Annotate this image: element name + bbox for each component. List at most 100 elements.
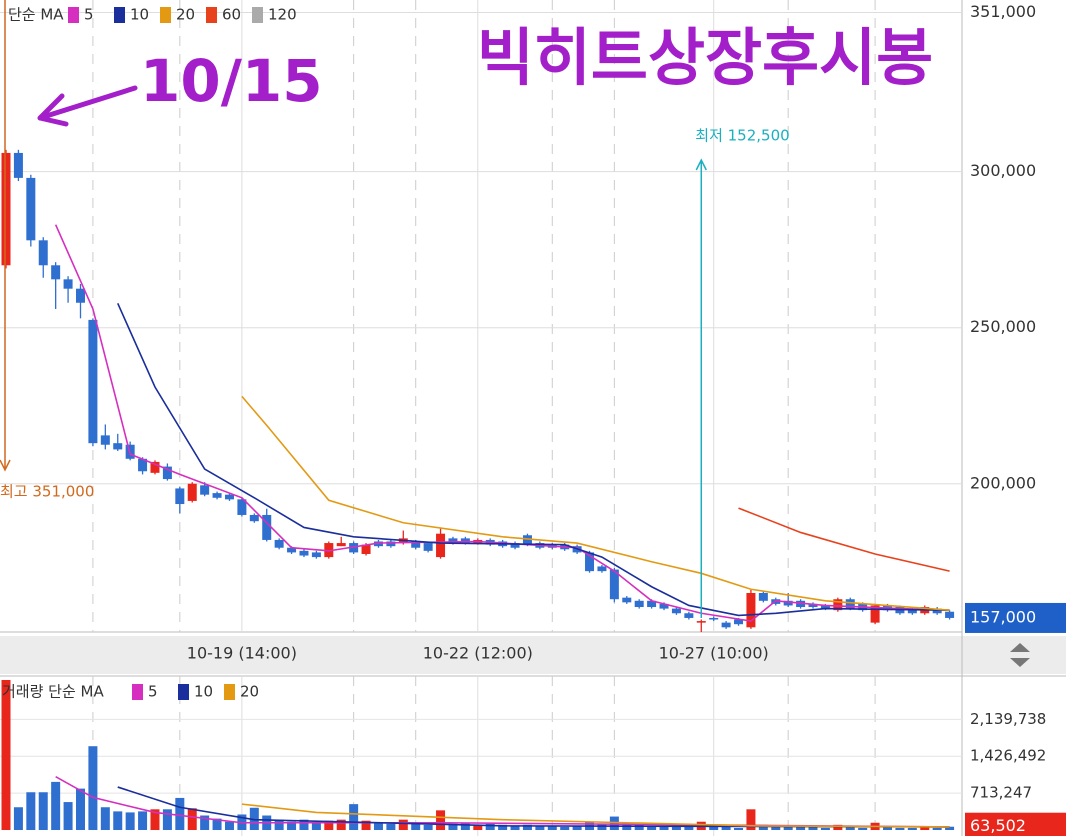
low-label: 최저 152,500: [695, 127, 789, 145]
candle-body: [299, 550, 309, 556]
candle-body: [783, 600, 793, 606]
volume-bar: [150, 809, 160, 830]
volume-bar: [460, 822, 470, 830]
candle-body: [411, 541, 421, 548]
candle-body: [945, 611, 955, 618]
volume-bar: [26, 792, 36, 830]
candle-body: [808, 603, 818, 608]
volume-bar: [858, 827, 868, 830]
ma-line: [117, 303, 950, 617]
candle-body: [671, 608, 681, 614]
volume-bar: [746, 809, 756, 830]
volume-bar: [771, 825, 781, 830]
y-tick-label: 250,000: [970, 317, 1036, 336]
legend-swatch: [252, 7, 263, 23]
volume-bar: [572, 825, 582, 830]
volume-bar: [1, 680, 11, 830]
high-arrow: [0, 0, 11, 472]
candle-body: [26, 177, 36, 241]
legend-swatch: [132, 684, 143, 700]
volume-bar: [883, 826, 893, 830]
volume-bar: [224, 821, 234, 830]
volume-bar: [622, 824, 632, 830]
legend-entry: 20: [176, 6, 195, 24]
resize-down[interactable]: [1010, 658, 1030, 667]
candle-body: [721, 622, 731, 628]
candle-body: [88, 319, 98, 444]
candle-body: [1, 152, 11, 266]
candle-body: [622, 597, 632, 603]
legend-entry: 120: [268, 6, 297, 24]
legend-label: 단순 MA: [8, 6, 64, 24]
candle-body: [150, 461, 160, 473]
candle-body: [138, 458, 148, 472]
candle-body: [436, 533, 446, 558]
candle-body: [696, 621, 706, 623]
legend-entry: 5: [148, 683, 158, 701]
candle-body: [38, 240, 48, 266]
volume-bar: [920, 826, 930, 830]
candle-body: [510, 543, 520, 548]
resize-up[interactable]: [1010, 643, 1030, 652]
volume-bar: [436, 810, 446, 830]
volume-bar: [100, 807, 110, 830]
volume-bar: [907, 827, 917, 830]
candle-body: [237, 499, 247, 515]
candle-body: [709, 617, 719, 620]
candle-body: [274, 539, 284, 548]
volume-bar: [820, 827, 830, 830]
candle-body: [311, 552, 321, 558]
y-tick-label: 2,139,738: [970, 710, 1046, 728]
x-tick-label: 10-19 (14:00): [187, 644, 297, 663]
volume-bar: [473, 824, 483, 830]
volume-bar: [51, 781, 61, 830]
volume-bar: [373, 822, 383, 830]
legend-swatch: [114, 7, 125, 23]
volume-bar: [349, 804, 359, 830]
resize-handle[interactable]: [1010, 643, 1030, 667]
candle-body: [162, 466, 172, 480]
volume-bar: [448, 823, 458, 830]
volume-bar: [287, 821, 297, 830]
volume-bar: [13, 807, 23, 830]
volume-bar: [535, 825, 545, 830]
x-axis-band: [0, 636, 1066, 674]
ma-line: [117, 786, 950, 828]
candle-body: [659, 603, 669, 609]
ma-line: [241, 803, 950, 828]
volume-bar: [113, 811, 123, 830]
candle-body: [634, 600, 644, 608]
legend-entry: 5: [84, 6, 94, 24]
y-tick-label: 1,426,492: [970, 747, 1046, 765]
candle-body: [932, 608, 942, 614]
volume-bar: [808, 826, 818, 830]
volume-bar: [212, 818, 222, 830]
candle-body: [175, 488, 185, 505]
candle-body: [448, 538, 458, 544]
volume-bar: [547, 825, 557, 830]
candle-body: [746, 592, 756, 628]
volume-bar: [895, 827, 905, 830]
candle-body: [287, 547, 297, 553]
volume-bar: [510, 825, 520, 830]
volume-bar: [274, 819, 284, 830]
legend-label: 거래량 단순 MA: [2, 683, 104, 701]
volume-bar: [659, 826, 669, 830]
y-tick-label: 300,000: [970, 161, 1036, 180]
volume-bar: [671, 824, 681, 830]
volume-bar: [485, 823, 495, 830]
volume-bar: [684, 826, 694, 830]
volume-bar: [411, 823, 421, 830]
legend-swatch: [224, 684, 235, 700]
volume-bar: [311, 822, 321, 830]
volume-bar: [200, 815, 210, 830]
volume-bar: [647, 825, 657, 830]
legend-swatch: [178, 684, 189, 700]
candle-body: [113, 443, 123, 450]
volume-bar: [162, 809, 172, 830]
volume-bar: [560, 826, 570, 830]
